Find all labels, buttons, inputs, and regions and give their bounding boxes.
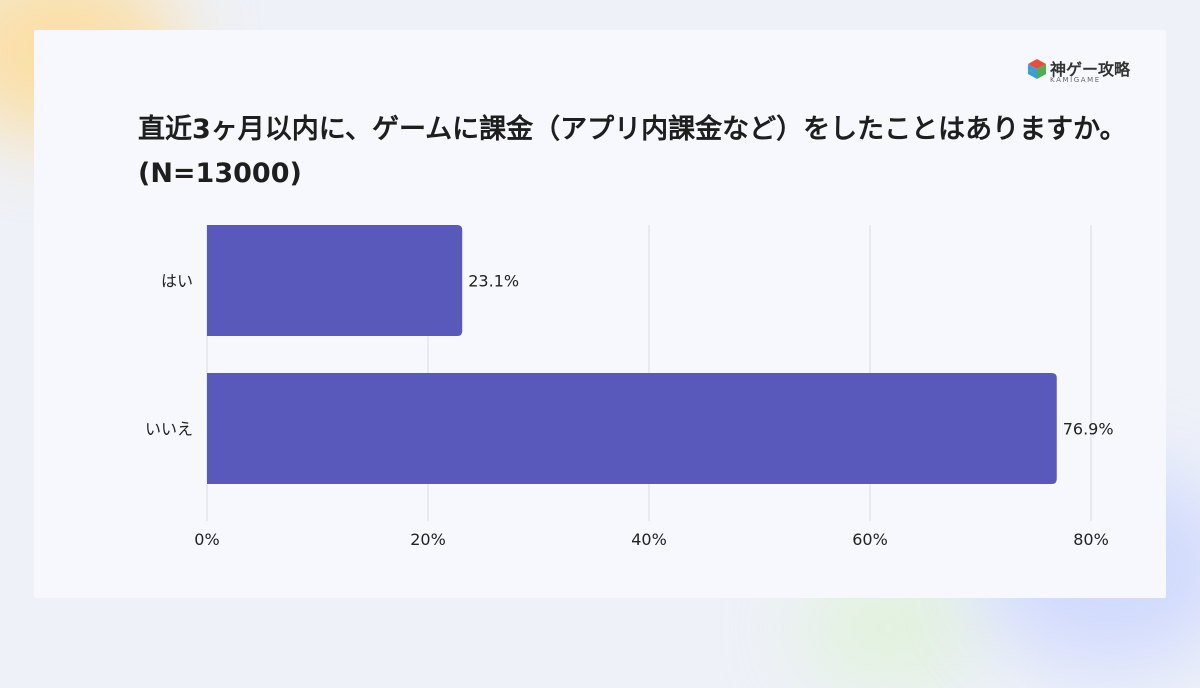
brand-name: 神ゲー攻略 (1050, 60, 1131, 79)
brand-cube-icon (1028, 59, 1046, 79)
data-label: 76.9% (1063, 420, 1114, 439)
y-category-label: はい (161, 272, 193, 291)
x-tick-label: 80% (1073, 530, 1109, 549)
bar-chart: 0% 20% 40% 60% 80% はい 23.1% いいえ 76.9% (145, 225, 1114, 550)
x-tick-label: 20% (410, 530, 446, 549)
chart-title: 直近3ヶ月以内に、ゲームに課金（アプリ内課金など）をしたことはありますか。(N=… (138, 114, 1127, 189)
brand-subtitle: KAMIGAME (1050, 76, 1101, 84)
x-tick-label: 60% (852, 530, 888, 549)
x-tick-label: 40% (631, 530, 667, 549)
y-category-label: いいえ (145, 420, 193, 439)
labels: 0% 20% 40% 60% 80% はい 23.1% いいえ 76.9% (145, 272, 1114, 550)
brand-logo: 神ゲー攻略 KAMIGAME (1028, 56, 1138, 90)
data-label: 23.1% (468, 272, 519, 291)
bar-1 (207, 225, 463, 336)
bars (207, 225, 1057, 484)
x-tick-label: 0% (194, 530, 219, 549)
bar-2 (207, 373, 1057, 484)
